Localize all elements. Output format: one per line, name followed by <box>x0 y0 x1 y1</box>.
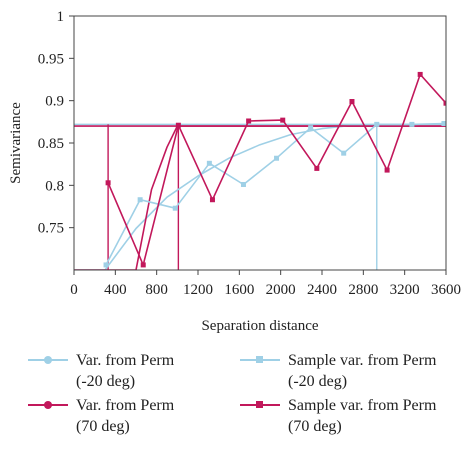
series-2-point-9 <box>409 121 415 127</box>
series-3-point-4 <box>246 118 252 124</box>
series-layer <box>74 71 446 270</box>
series-line-0 <box>74 123 446 270</box>
legend-label-var-perm-70: Var. from Perm (70 deg) <box>76 397 175 435</box>
x-tick-label-6: 2400 <box>307 282 337 298</box>
series-3-point-6 <box>314 165 320 171</box>
legend-label-sample-var-perm-neg20: Sample var. from Perm (-20 deg) <box>288 352 437 390</box>
x-tick-label-4: 1600 <box>224 282 254 298</box>
y-tick-label-0: 0.75 <box>38 221 64 237</box>
series-2-point-10 <box>441 121 446 127</box>
y-tick-label-2: 0.85 <box>38 136 64 152</box>
series-2-point-7 <box>341 150 347 156</box>
series-2-point-5 <box>274 155 280 161</box>
legend-swatch-var-perm-neg20 <box>28 350 68 370</box>
legend-label-sample-var-perm-70: Sample var. from Perm (70 deg) <box>288 397 437 435</box>
x-tick-label-3: 1200 <box>183 282 213 298</box>
series-3-point-5 <box>280 117 286 123</box>
series-2-point-0 <box>103 262 109 268</box>
x-tick-label-1: 400 <box>104 282 127 298</box>
legend-swatch-var-perm-70 <box>28 395 68 415</box>
series-line-2 <box>105 122 444 266</box>
series-2-point-3 <box>206 160 212 166</box>
legend-item-var-perm-neg20: Var. from Perm (-20 deg) <box>28 350 174 392</box>
series-2-point-6 <box>308 125 314 131</box>
series-2-point-2 <box>172 205 178 211</box>
x-tick-label-9: 3600 <box>431 282 461 298</box>
series-2-point-1 <box>137 197 143 203</box>
legend: Var. from Perm (-20 deg) Sample var. fro… <box>0 345 474 450</box>
series-3-point-0 <box>105 180 111 186</box>
semivariogram-chart: 0 400 800 1200 1600 2000 2400 2800 3200 3600 0.75 0… <box>8 9 461 334</box>
x-tick-label-0: 0 <box>70 282 78 298</box>
x-axis-title: Separation distance <box>201 318 318 334</box>
legend-item-sample-var-perm-neg20: Sample var. from Perm (-20 deg) <box>240 350 436 392</box>
plot-area <box>74 123 446 270</box>
y-tick-label-3: 0.9 <box>45 94 64 110</box>
x-tick-label-2: 800 <box>145 282 168 298</box>
series-3-point-7 <box>349 99 355 105</box>
series-3-point-8 <box>384 167 390 173</box>
series-2-point-8 <box>374 121 380 127</box>
legend-item-sample-var-perm-70: Sample var. from Perm (70 deg) <box>240 395 436 437</box>
legend-item-var-perm-70: Var. from Perm (70 deg) <box>28 395 174 437</box>
legend-swatch-sample-var-perm-70 <box>240 395 280 415</box>
series-3-point-9 <box>417 71 423 77</box>
x-tick-label-5: 2000 <box>266 282 296 298</box>
axes: 0 400 800 1200 1600 2000 2400 2800 3200 3600 0.75 0… <box>38 9 461 298</box>
legend-swatch-sample-var-perm-neg20 <box>240 350 280 370</box>
y-tick-label-4: 0.95 <box>38 51 64 67</box>
series-3-point-2 <box>175 122 181 128</box>
y-axis-title: Semivariance <box>8 102 24 184</box>
x-tick-label-8: 3200 <box>390 282 420 298</box>
series-3-point-10 <box>443 100 446 106</box>
series-2-point-4 <box>240 181 246 187</box>
series-3-point-3 <box>209 197 215 203</box>
legend-label-var-perm-neg20: Var. from Perm (-20 deg) <box>76 352 175 390</box>
x-tick-label-7: 2800 <box>348 282 378 298</box>
series-line-1 <box>74 125 446 270</box>
series-3-point-1 <box>140 262 146 268</box>
y-tick-label-5: 1 <box>57 9 65 25</box>
y-tick-label-1: 0.8 <box>45 178 64 194</box>
